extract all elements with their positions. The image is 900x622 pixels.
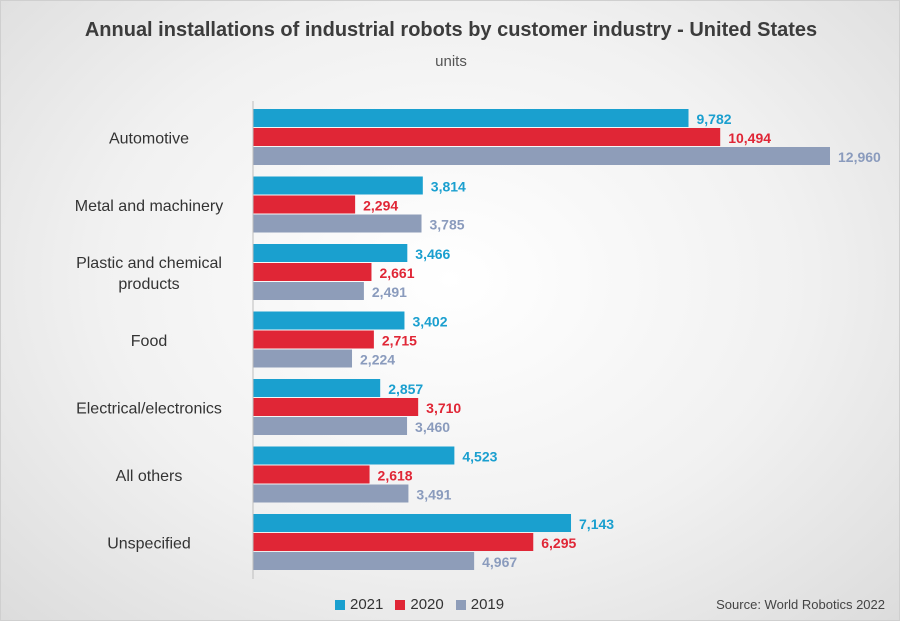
legend-item-2020: 2020 <box>395 596 444 613</box>
bar-2021 <box>253 109 689 127</box>
data-label-2020: 2,618 <box>378 468 413 484</box>
legend-label-2020: 2020 <box>410 596 444 613</box>
bar-2019 <box>253 417 408 435</box>
bar-2021 <box>253 446 455 465</box>
category-label: Unspecified <box>107 536 191 553</box>
bar-2019 <box>253 349 353 368</box>
data-label-2019: 2,224 <box>360 352 395 368</box>
legend-label-2019: 2019 <box>470 596 505 613</box>
data-label-2021: 2,857 <box>388 381 423 397</box>
category-label: Automotive <box>109 131 189 148</box>
bar-2019 <box>253 484 409 503</box>
data-label-2019: 12,960 <box>838 149 881 165</box>
data-label-2019: 2,491 <box>372 284 407 300</box>
category-label: All others <box>116 468 183 485</box>
category-label: Plastic and chemical products <box>76 255 222 293</box>
legend-label-2021: 2021 <box>350 596 384 613</box>
data-label-2021: 4,523 <box>462 449 497 465</box>
bar-2020 <box>253 330 374 349</box>
category-label: Food <box>131 333 167 350</box>
category-label: Electrical/electronics <box>76 401 222 418</box>
bar-2020 <box>253 263 372 281</box>
bar-2020 <box>253 128 721 146</box>
bar-2020 <box>253 398 419 416</box>
legend-item-2019: 2019 <box>455 596 505 613</box>
chart-subtitle: units <box>435 53 467 70</box>
data-label-2021: 7,143 <box>579 516 614 532</box>
bar-2020 <box>253 195 356 214</box>
legend-swatch-2019 <box>455 599 466 610</box>
data-label-2021: 3,814 <box>431 179 466 195</box>
data-label-2020: 10,494 <box>728 130 771 146</box>
category-label: Metal and machinery <box>75 198 224 215</box>
bar-2021 <box>253 311 405 330</box>
legend-swatch-2021 <box>335 599 345 610</box>
data-label-2020: 6,295 <box>541 535 576 551</box>
bar-2021 <box>253 244 408 262</box>
legend-item-2021: 2021 <box>335 596 383 613</box>
data-label-2020: 2,715 <box>382 333 417 349</box>
data-label-2020: 2,661 <box>379 265 414 281</box>
data-label-2019: 3,491 <box>416 487 451 503</box>
data-label-2020: 3,710 <box>426 400 461 416</box>
legend: 2021 2020 2019 <box>335 596 504 613</box>
source-note: Source: World Robotics 2022 <box>716 597 885 612</box>
bar-2020 <box>253 533 534 551</box>
bar-2019 <box>253 214 422 233</box>
data-label-2019: 3,785 <box>430 217 465 233</box>
legend-swatch-2020 <box>395 599 406 610</box>
data-label-2021: 9,782 <box>697 111 732 127</box>
data-label-2019: 3,460 <box>415 419 450 435</box>
bar-2021 <box>253 514 572 532</box>
bar-2019 <box>253 282 364 300</box>
data-label-2019: 4,967 <box>482 554 517 570</box>
chart-title: Annual installations of industrial robot… <box>84 19 818 41</box>
data-label-2021: 3,402 <box>412 314 447 330</box>
bar-2019 <box>253 552 475 570</box>
data-label-2021: 3,466 <box>415 246 450 262</box>
bar-2020 <box>253 465 370 484</box>
bar-2021 <box>253 176 423 195</box>
bar-2019 <box>253 147 830 165</box>
bar-2021 <box>253 379 381 397</box>
data-label-2020: 2,294 <box>363 198 398 214</box>
